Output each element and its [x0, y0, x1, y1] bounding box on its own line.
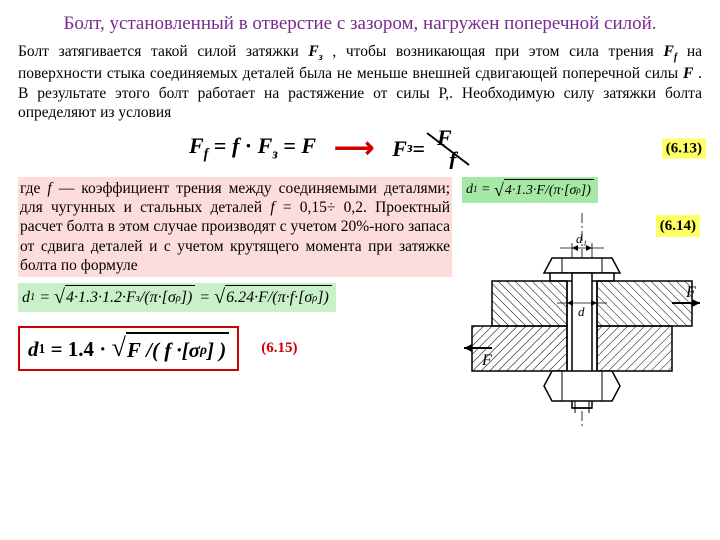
sym-Ff-sub: f [674, 52, 677, 63]
eq613-tag-wrap: (6.13) [662, 139, 706, 158]
bolt-diagram: d₁ d F F [462, 203, 702, 433]
sym-F: F [683, 65, 693, 82]
eq613-lhs: Ff = f · Fз = F [189, 132, 316, 164]
t: F [301, 133, 316, 158]
label-F-left: F [481, 352, 492, 369]
eq615-body: d1 = 1.4 · √F /( f ·[σρ] ) [18, 326, 239, 371]
label-d1: d₁ [576, 231, 587, 246]
label-d: d [578, 304, 585, 319]
p1-a: Болт затягивается такой силой затяжки [18, 43, 308, 60]
eq-long-body: d1 = √4·1.3·1.2·Fз/(π·[σρ]) = √6.24·F/(π… [18, 283, 336, 312]
eq614-body: d1 = √4·1.3·F/(π·[σρ]) [462, 177, 598, 204]
page-title: Болт, установленный в отверстие с зазоро… [18, 12, 702, 36]
t: F [189, 133, 204, 158]
equation-614: d1 = √4·1.3·F/(π·[σρ]) [462, 177, 702, 204]
p2-a: где [20, 180, 47, 197]
t: · [245, 133, 258, 158]
p1-b: , чтобы возникающая при этом сила трения [332, 43, 663, 60]
eq614-tag: (6.14) [656, 215, 700, 238]
arrow-icon: ⟶ [334, 131, 374, 166]
t: = [214, 133, 232, 158]
equation-long: d1 = √4·1.3·1.2·Fз/(π·[σρ]) = √6.24·F/(π… [18, 283, 452, 312]
sym-Fz: F [308, 43, 318, 60]
t: = [283, 133, 301, 158]
fraction: F f [425, 129, 471, 169]
t: = [413, 135, 426, 163]
diagram-column: d1 = √4·1.3·F/(π·[σρ]) (6.14) [462, 177, 702, 434]
sym-f-1: f [47, 180, 51, 197]
label-F-right: F [685, 284, 696, 301]
equation-613-row: Ff = f · Fз = F ⟶ Fз = F f (6.13) [18, 129, 702, 169]
t: f [204, 147, 209, 163]
t: F [392, 135, 407, 163]
text-column: где f — коэффициент трения между соединя… [18, 177, 452, 371]
sym-f-2: f [270, 199, 274, 216]
eq613-tag: (6.13) [662, 138, 706, 158]
sym-Ff: F [663, 43, 673, 60]
t: з [272, 147, 278, 163]
sym-Fz-sub: з [319, 52, 323, 63]
middle-row: где f — коэффициент трения между соединя… [18, 177, 702, 434]
t: f [232, 133, 239, 158]
eq613-rhs: Fз = F f [392, 129, 471, 169]
t: F [258, 133, 273, 158]
paragraph-1: Болт затягивается такой силой затяжки Fз… [18, 42, 702, 123]
svg-text:f: f [449, 147, 459, 169]
paragraph-2: где f — коэффициент трения между соединя… [18, 177, 452, 278]
eq615-tag: (6.15) [257, 337, 301, 360]
equation-615-row: d1 = 1.4 · √F /( f ·[σρ] ) (6.15) [18, 326, 452, 371]
